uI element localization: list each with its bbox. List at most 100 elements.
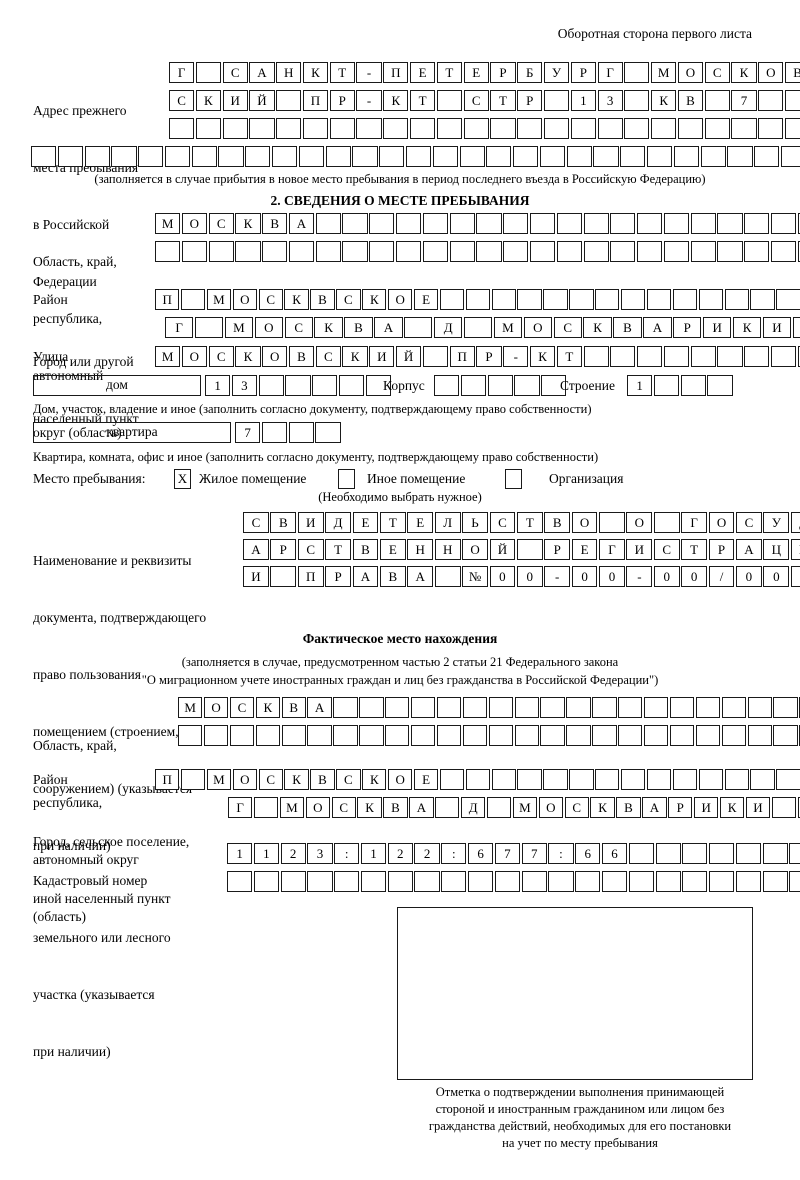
char-cell[interactable] (463, 118, 489, 139)
char-cell[interactable] (624, 118, 650, 139)
char-cell[interactable] (789, 871, 800, 892)
char-cell[interactable] (315, 422, 341, 443)
char-cell[interactable] (628, 871, 654, 892)
char-cell[interactable] (521, 871, 547, 892)
char-cell[interactable]: К (732, 317, 762, 338)
char-cell[interactable]: - (356, 90, 382, 111)
char-cell[interactable]: - (503, 346, 529, 367)
char-cell[interactable] (709, 843, 735, 864)
char-cell[interactable] (593, 146, 619, 167)
char-cell[interactable]: О (305, 797, 330, 818)
char-cell[interactable]: Е (413, 289, 439, 310)
char-cell[interactable] (307, 871, 333, 892)
char-cell[interactable]: В (544, 512, 571, 533)
char-cell[interactable] (637, 213, 663, 234)
char-cell[interactable] (298, 146, 324, 167)
char-cell[interactable]: К (362, 289, 387, 310)
char-cell[interactable] (717, 213, 743, 234)
char-cell[interactable] (449, 241, 475, 262)
char-cell[interactable] (583, 213, 609, 234)
char-cell[interactable] (195, 62, 221, 83)
char-cell[interactable]: Р (325, 566, 351, 587)
char-cell[interactable] (663, 346, 690, 367)
char-cell[interactable]: С (653, 539, 680, 560)
korpus-cells[interactable] (434, 375, 568, 396)
char-cell[interactable]: Н (407, 539, 434, 560)
char-cell[interactable] (383, 118, 409, 139)
char-cell[interactable]: А (288, 213, 315, 234)
char-cell[interactable]: Й (396, 346, 422, 367)
char-cell[interactable] (724, 289, 749, 310)
char-cell[interactable]: И (745, 797, 771, 818)
char-cell[interactable] (387, 871, 413, 892)
char-cell[interactable] (543, 289, 568, 310)
char-cell[interactable] (610, 346, 636, 367)
char-cell[interactable] (663, 241, 690, 262)
char-cell[interactable] (385, 697, 410, 718)
char-cell[interactable]: У (763, 512, 790, 533)
char-cell[interactable] (411, 697, 436, 718)
char-cell[interactable]: В (784, 62, 800, 83)
char-cell[interactable] (439, 769, 465, 790)
char-cell[interactable] (276, 90, 302, 111)
char-cell[interactable] (663, 213, 690, 234)
char-cell[interactable]: Й (249, 90, 275, 111)
char-cell[interactable] (637, 241, 663, 262)
char-cell[interactable] (672, 289, 698, 310)
char-cell[interactable] (669, 697, 695, 718)
char-cell[interactable] (460, 375, 486, 396)
char-cell[interactable]: Л (434, 512, 461, 533)
char-cell[interactable]: М (155, 213, 181, 234)
char-cell[interactable] (514, 725, 539, 746)
char-cell[interactable] (262, 241, 288, 262)
stroenie-cells[interactable]: 1 (627, 375, 734, 396)
char-cell[interactable]: С (284, 317, 313, 338)
char-cell[interactable] (359, 725, 384, 746)
char-cell[interactable]: К (731, 62, 757, 83)
char-cell[interactable]: Е (413, 769, 439, 790)
char-cell[interactable]: Т (329, 62, 355, 83)
char-cell[interactable]: С (315, 346, 341, 367)
char-cell[interactable]: И (626, 539, 653, 560)
char-cell[interactable]: И (790, 539, 800, 560)
char-cell[interactable]: Р (708, 539, 735, 560)
char-cell[interactable] (270, 566, 297, 587)
char-cell[interactable] (709, 871, 735, 892)
char-cell[interactable] (646, 289, 672, 310)
char-cell[interactable] (342, 213, 368, 234)
char-cell[interactable] (592, 725, 617, 746)
char-cell[interactable]: Г (599, 539, 625, 560)
char-cell[interactable] (621, 289, 646, 310)
char-cell[interactable]: И (369, 346, 395, 367)
char-cell[interactable]: М (493, 317, 523, 338)
char-cell[interactable] (735, 871, 762, 892)
char-cell[interactable] (731, 118, 757, 139)
char-cell[interactable]: С (208, 213, 234, 234)
char-cell[interactable] (307, 725, 332, 746)
char-cell[interactable] (690, 346, 716, 367)
char-cell[interactable] (169, 118, 195, 139)
char-cell[interactable]: О (388, 769, 413, 790)
char-cell[interactable] (255, 725, 280, 746)
char-cell[interactable]: 1 (253, 843, 279, 864)
char-cell[interactable] (325, 146, 351, 167)
char-cell[interactable]: Д (434, 317, 463, 338)
char-cell[interactable] (352, 146, 378, 167)
char-cell[interactable] (281, 725, 306, 746)
char-cell[interactable]: Г (169, 62, 195, 83)
char-cell[interactable] (488, 697, 513, 718)
char-cell[interactable]: А (249, 62, 275, 83)
char-cell[interactable] (288, 241, 315, 262)
char-cell[interactable]: 3 (307, 843, 333, 864)
char-cell[interactable] (770, 241, 797, 262)
char-cell[interactable] (194, 317, 224, 338)
char-cell[interactable] (556, 213, 582, 234)
char-cell[interactable]: 1 (360, 843, 387, 864)
char-cell[interactable]: Г (228, 797, 253, 818)
char-cell[interactable] (784, 90, 800, 111)
char-cell[interactable]: С (297, 539, 324, 560)
char-cell[interactable]: М (651, 62, 677, 83)
